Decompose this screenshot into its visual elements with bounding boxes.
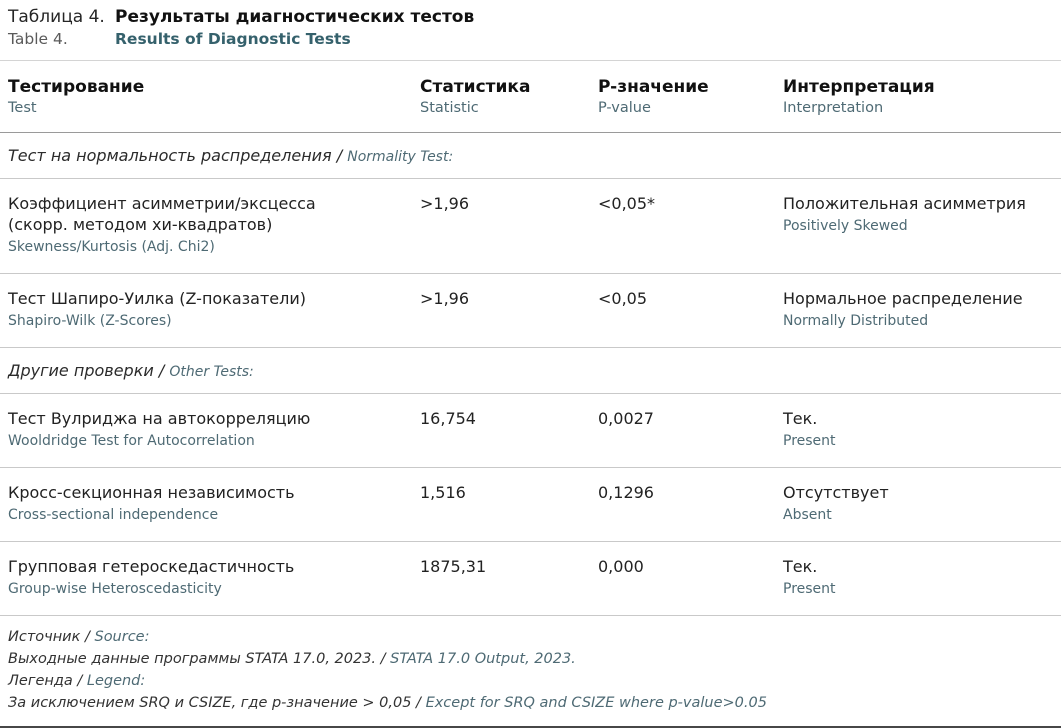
table-body: Тест на нормальность распределения / Nor… <box>0 133 1061 617</box>
column-header-pvalue-en: P-value <box>598 99 651 116</box>
footer-source-label-en: Source: <box>94 629 150 646</box>
test-name-en: Skewness/Kurtosis (Adj. Chi2) <box>8 239 215 256</box>
cell-test-name: Коэффициент асимметрии/эксцесса (скорр. … <box>8 193 420 257</box>
cell-p-value: 0,0027 <box>598 409 654 429</box>
cell-interpretation: Тек. Present <box>783 556 1057 599</box>
cell-statistic: >1,96 <box>420 289 470 309</box>
table-title-en-line: Table 4. Results of Diagnostic Tests <box>8 29 1053 50</box>
footer-source-value-en: STATA 17.0 Output, 2023. <box>390 651 576 668</box>
interpretation-en: Absent <box>783 507 832 524</box>
table-row: Тест Вулриджа на автокорреляцию Wooldridg… <box>0 394 1061 469</box>
test-name-ru: Групповая гетероскедастичность <box>8 557 295 577</box>
cell-p-value: 0,000 <box>598 557 644 577</box>
column-header-interpretation-en: Interpretation <box>783 99 884 116</box>
section-title-ru: Тест на нормальность распределения / <box>8 145 348 165</box>
interpretation-en: Present <box>783 581 836 598</box>
column-header-statistic-ru: Статистика <box>420 76 531 97</box>
interpretation-ru: Отсутствует <box>783 483 889 503</box>
table-number-ru: Таблица 4. <box>8 7 105 27</box>
column-header-test-ru: Тестирование <box>8 76 145 97</box>
table-row: Кросс-секционная независимость Cross-sect… <box>0 468 1061 543</box>
section-header: Другие проверки / Other Tests: <box>0 348 1061 395</box>
footer-source-label-ru: Источник / <box>8 629 90 646</box>
column-header-pvalue-ru: P-значение <box>598 76 709 97</box>
section-title-en: Other Tests: <box>169 364 254 381</box>
footer-legend-value-en: Except for SRQ and CSIZE where p-value>0… <box>425 695 767 712</box>
cell-interpretation: Нормальное распределение Normally Distrib… <box>783 288 1057 331</box>
cell-interpretation: Тек. Present <box>783 408 1057 451</box>
column-header-interpretation: Интерпретация Interpretation <box>783 76 1057 119</box>
column-header-interpretation-ru: Интерпретация <box>783 76 935 97</box>
cell-test-name: Тест Вулриджа на автокорреляцию Wooldridg… <box>8 408 420 451</box>
table-row: Групповая гетероскедастичность Group-wise… <box>0 542 1061 617</box>
interpretation-ru: Тек. <box>783 557 818 577</box>
cell-statistic: >1,96 <box>420 193 470 213</box>
test-name-en: Group-wise Heteroscedasticity <box>8 581 222 598</box>
column-header-row: Тестирование Test Статистика Statistic P… <box>0 61 1061 133</box>
footer-legend-label-ru: Легенда / <box>8 673 83 690</box>
section-title-ru: Другие проверки / <box>8 361 170 381</box>
footer-legend-value: За исключением SRQ и CSIZE, где p-значен… <box>8 692 1053 714</box>
table-title-ru: Результаты диагностических тестов <box>115 7 475 27</box>
cell-test-name: Групповая гетероскедастичность Group-wise… <box>8 556 420 599</box>
column-header-statistic-en: Statistic <box>420 99 479 116</box>
cell-statistic: 16,754 <box>420 409 476 429</box>
section-header: Тест на нормальность распределения / Nor… <box>0 133 1061 179</box>
cell-statistic: 1875,31 <box>420 557 487 577</box>
interpretation-en: Present <box>783 433 836 450</box>
table-title-en: Results of Diagnostic Tests <box>115 29 351 48</box>
test-name-en: Shapiro-Wilk (Z-Scores) <box>8 313 172 330</box>
footer-source-label: Источник / Source: <box>8 626 1053 648</box>
section-title-en: Normality Test: <box>347 148 454 165</box>
table-number-en: Table 4. <box>8 29 68 48</box>
cell-test-name: Тест Шапиро-Уилка (Z-показатели) Shapiro-… <box>8 288 420 331</box>
table-title-block: Таблица 4. Результаты диагностических тес… <box>0 0 1061 61</box>
cell-interpretation: Отсутствует Absent <box>783 482 1057 525</box>
interpretation-ru: Нормальное распределение <box>783 289 1023 309</box>
interpretation-en: Positively Skewed <box>783 218 908 235</box>
test-name-en: Cross-sectional independence <box>8 507 219 524</box>
cell-test-name: Кросс-секционная независимость Cross-sect… <box>8 482 420 525</box>
footer-source-value: Выходные данные программы STATA 17.0, 20… <box>8 648 1053 670</box>
test-name-en: Wooldridge Test for Autocorrelation <box>8 433 255 450</box>
column-header-pvalue: P-значение P-value <box>598 76 783 119</box>
cell-interpretation: Положительная асимметрия Positively Skewe… <box>783 193 1057 257</box>
interpretation-en: Normally Distributed <box>783 313 929 330</box>
interpretation-ru: Положительная асимметрия <box>783 193 1026 213</box>
table-row: Тест Шапиро-Уилка (Z-показатели) Shapiro-… <box>0 274 1061 349</box>
test-name-ru: Кросс-секционная независимость <box>8 483 295 503</box>
test-name-ru: Тест Шапиро-Уилка (Z-показатели) <box>8 289 306 309</box>
column-header-test: Тестирование Test <box>8 76 420 119</box>
cell-p-value: <0,05* <box>598 193 656 213</box>
table-footer: Источник / Source: Выходные данные прогр… <box>0 616 1061 728</box>
footer-legend-label: Легенда / Legend: <box>8 670 1053 692</box>
cell-p-value: 0,1296 <box>598 483 654 503</box>
table-title-ru-line: Таблица 4. Результаты диагностических тес… <box>8 6 1053 29</box>
footer-legend-label-en: Legend: <box>86 673 146 690</box>
footer-source-value-ru: Выходные данные программы STATA 17.0, 20… <box>8 651 386 668</box>
interpretation-ru: Тек. <box>783 409 818 429</box>
column-header-statistic: Статистика Statistic <box>420 76 598 119</box>
cell-statistic: 1,516 <box>420 483 466 503</box>
test-name-ru: Тест Вулриджа на автокорреляцию <box>8 409 311 429</box>
cell-p-value: <0,05 <box>598 289 648 309</box>
footer-legend-value-ru: За исключением SRQ и CSIZE, где p-значен… <box>8 695 421 712</box>
table-row: Коэффициент асимметрии/эксцесса (скорр. … <box>0 179 1061 275</box>
test-name-ru: Коэффициент асимметрии/эксцесса (скорр. … <box>8 193 316 235</box>
column-header-test-en: Test <box>8 99 37 116</box>
